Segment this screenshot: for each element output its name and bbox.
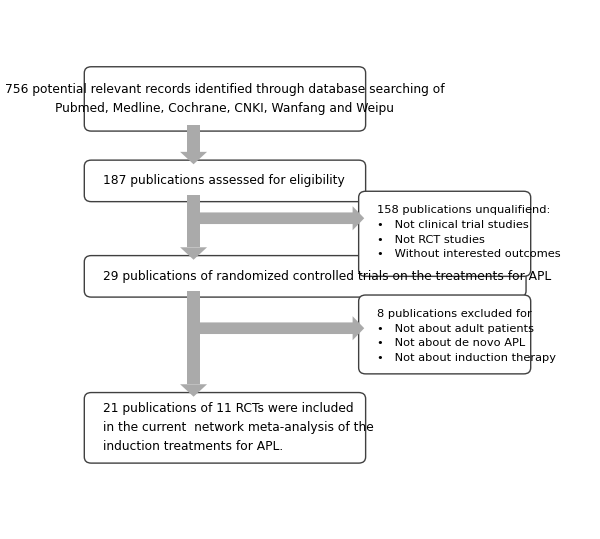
Text: 8 publications excluded for
•   Not about adult patients
•   Not about de novo A: 8 publications excluded for • Not about …: [377, 309, 556, 363]
Polygon shape: [180, 247, 207, 260]
Text: 187 publications assessed for eligibility: 187 publications assessed for eligibilit…: [103, 175, 344, 188]
Text: 158 publications unqualifiend:
•   Not clinical trial studies
•   Not RCT studie: 158 publications unqualifiend: • Not cli…: [377, 205, 561, 259]
Polygon shape: [180, 384, 207, 397]
Text: 29 publications of randomized controlled trials on the treatments for APL: 29 publications of randomized controlled…: [103, 270, 551, 283]
FancyBboxPatch shape: [84, 67, 365, 131]
FancyBboxPatch shape: [84, 255, 526, 297]
Text: 21 publications of 11 RCTs were included
in the current  network meta-analysis o: 21 publications of 11 RCTs were included…: [103, 402, 374, 453]
FancyBboxPatch shape: [359, 191, 531, 277]
Polygon shape: [194, 206, 364, 230]
Polygon shape: [187, 291, 200, 384]
Polygon shape: [180, 152, 207, 164]
FancyBboxPatch shape: [84, 160, 365, 202]
FancyBboxPatch shape: [84, 392, 365, 463]
Polygon shape: [187, 196, 200, 247]
Polygon shape: [194, 316, 364, 340]
Polygon shape: [187, 125, 200, 152]
Text: 756 potential relevant records identified through database searching of
Pubmed, : 756 potential relevant records identifie…: [5, 83, 445, 115]
FancyBboxPatch shape: [359, 295, 531, 374]
